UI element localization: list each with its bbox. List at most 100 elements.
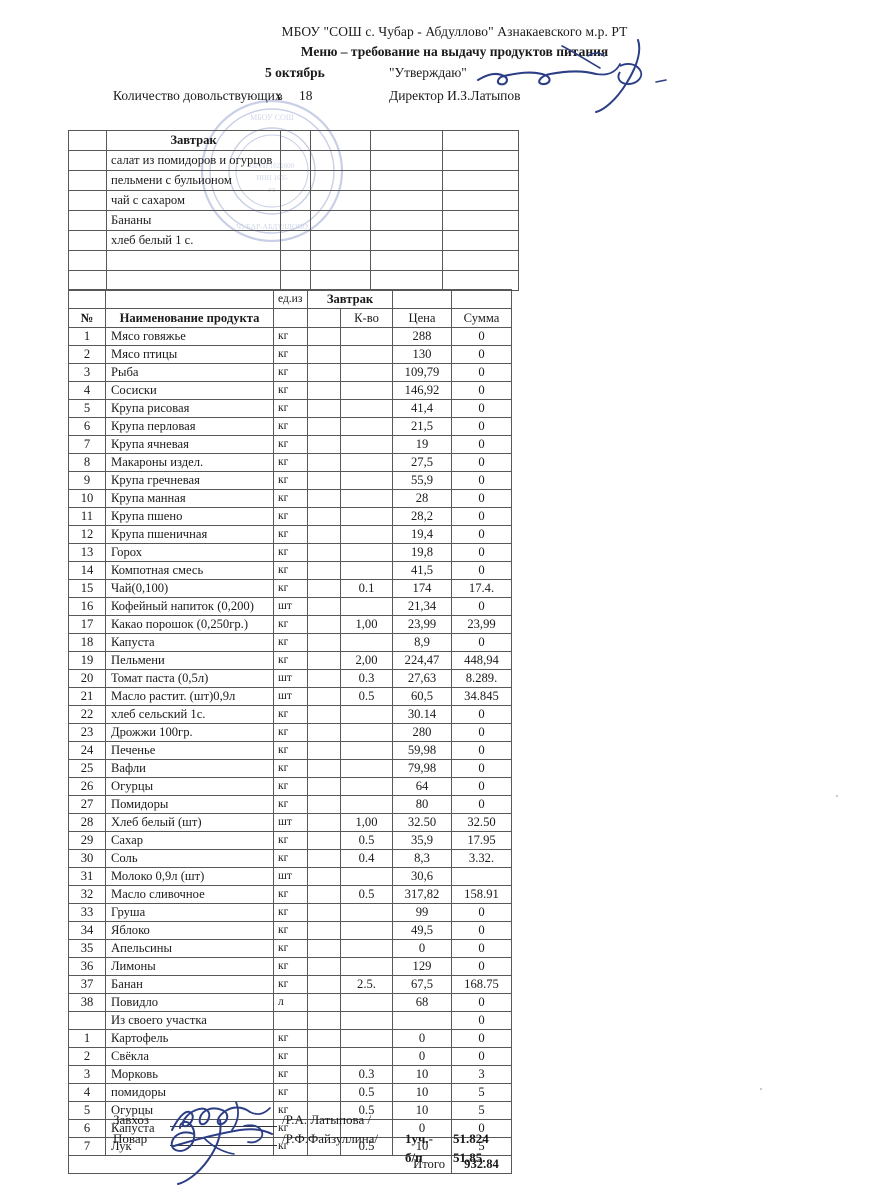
cell-num: 33 [68,903,106,922]
cell-blank [307,849,341,868]
menu-cell-6 [442,250,519,271]
cell-name: Крупа перловая [105,417,274,436]
menu-num-cell [68,190,107,211]
cell-price: 99 [392,903,452,922]
cell-unit: кг [273,1083,308,1102]
menu-cell-6 [442,190,519,211]
cell-unit: кг [273,363,308,382]
cell-num: 1 [68,1029,106,1048]
cell-unit: кг [273,579,308,598]
table-header-row: № Наименование продукта К-во Цена Сумма [68,308,512,328]
table-header-row-top: ед.из Завтрак [68,289,512,309]
menu-dish-name: салат из помидоров и огурцов [106,150,281,171]
table-row: 32 Масло сливочное кг 0.5 317,82 158.91 [68,885,512,904]
signature-row-cook: Повар /Р.Ф.Файзуллина/ 1уч.- 51.824 [0,1131,873,1150]
menu-dish-name: пельмени с бульионом [106,170,281,191]
diners-count-label: Количество довольствующих [113,88,282,103]
menu-cell-5 [370,270,443,291]
table-row: 17 Какао порошок (0,250гр.) кг 1,00 23,99 23,… [68,615,512,634]
cell-num: 3 [68,363,106,382]
cell-unit: кг [273,561,308,580]
cell-qty [340,921,393,940]
cell-sum: 0 [451,633,512,652]
cell-unit: кг [273,417,308,436]
cell-num: 12 [68,525,106,544]
cell-sum: 0 [451,759,512,778]
cell-unit: кг [273,435,308,454]
cell-num [68,1011,106,1030]
cell-qty [340,345,393,364]
paper-speck [836,795,838,797]
cell-price: 55,9 [392,471,452,490]
cell-sum: 0 [451,543,512,562]
cell-price: 0 [392,939,452,958]
cell-sum: 3.32. [451,849,512,868]
header-unit: ед.из [273,289,308,309]
cell-qty [340,1029,393,1048]
table-row: чай с сахаром [68,190,519,211]
menu-cell-4 [310,150,371,171]
cell-price: 32.50 [392,813,452,832]
cell-qty: 0.5 [340,831,393,850]
cell-qty: 0.5 [340,1137,393,1156]
cell-qty: 2,00 [340,651,393,670]
menu-cell-4 [310,230,371,251]
cell-blank [307,687,341,706]
cell-num: 13 [68,543,106,562]
cell-num: 22 [68,705,106,724]
cell-unit: шт [273,597,308,616]
cell-name: Огурцы [105,777,274,796]
table-row: 37 Банан кг 2.5. 67,5 168.75 [68,975,512,994]
cell-unit: кг [273,651,308,670]
cell-price: 288 [392,327,452,346]
cell-num: 4 [68,1083,106,1102]
cell-qty [340,867,393,886]
cell-price: 41,5 [392,561,452,580]
cell-blank [307,885,341,904]
cell-qty [340,993,393,1012]
cell-name: Груша [105,903,274,922]
cell-unit: л [273,993,308,1012]
column-header-name: Наименование продукта [105,308,274,328]
approve-label: "Утверждаю" [389,65,467,80]
table-row: 4 Сосиски кг 146,92 0 [68,381,512,400]
menu-cell-5 [370,150,443,171]
cell-unit: кг [273,543,308,562]
column-header-unit [273,308,308,328]
cell-unit: кг [273,957,308,976]
cell-blank [307,561,341,580]
cell-blank [307,741,341,760]
cell-qty: 1,00 [340,813,393,832]
section-label: Из своего участка [105,1011,274,1030]
table-row: 12 Крупа пшеничная кг 19,4 0 [68,525,512,544]
menu-num-cell [68,230,107,251]
cell-num: 31 [68,867,106,886]
column-header-num: № [68,308,106,328]
cell-sum: 0 [451,1047,512,1066]
cell-unit: кг [273,525,308,544]
cell-name: Крупа манная [105,489,274,508]
menu-cell-3 [280,150,311,171]
menu-cell-3 [280,250,311,271]
head-spacer-sum [451,289,512,309]
cell-price: 80 [392,795,452,814]
cell-name: Рыба [105,363,274,382]
storekeeper-name: /Р.А. Латыпова / [282,1112,372,1127]
cell-unit: шт [273,687,308,706]
amount-row-2: б/п 51.85. [0,1150,873,1169]
table-row: 10 Крупа манная кг 28 0 [68,489,512,508]
table-row: хлеб белый 1 с. [68,230,519,251]
cell-qty [340,435,393,454]
cell-price: 8,3 [392,849,452,868]
table-row: 21 Масло растит. (шт)0,9л шт 0.5 60,5 34.845 [68,687,512,706]
cell-price: 30.14 [392,705,452,724]
organization-name: МБОУ "СОШ с. Чубар - Абдуллово" Азнакаев… [281,24,628,39]
cell-blank [307,417,341,436]
header-meal: Завтрак [307,289,393,309]
menu-dish-name: Бананы [106,210,281,231]
table-row: 19 Пельмени кг 2,00 224,47 448,94 [68,651,512,670]
cell-price: 146,92 [392,381,452,400]
cell-name: Крупа пшеничная [105,525,274,544]
cell-num: 25 [68,759,106,778]
cell-unit: кг [273,615,308,634]
